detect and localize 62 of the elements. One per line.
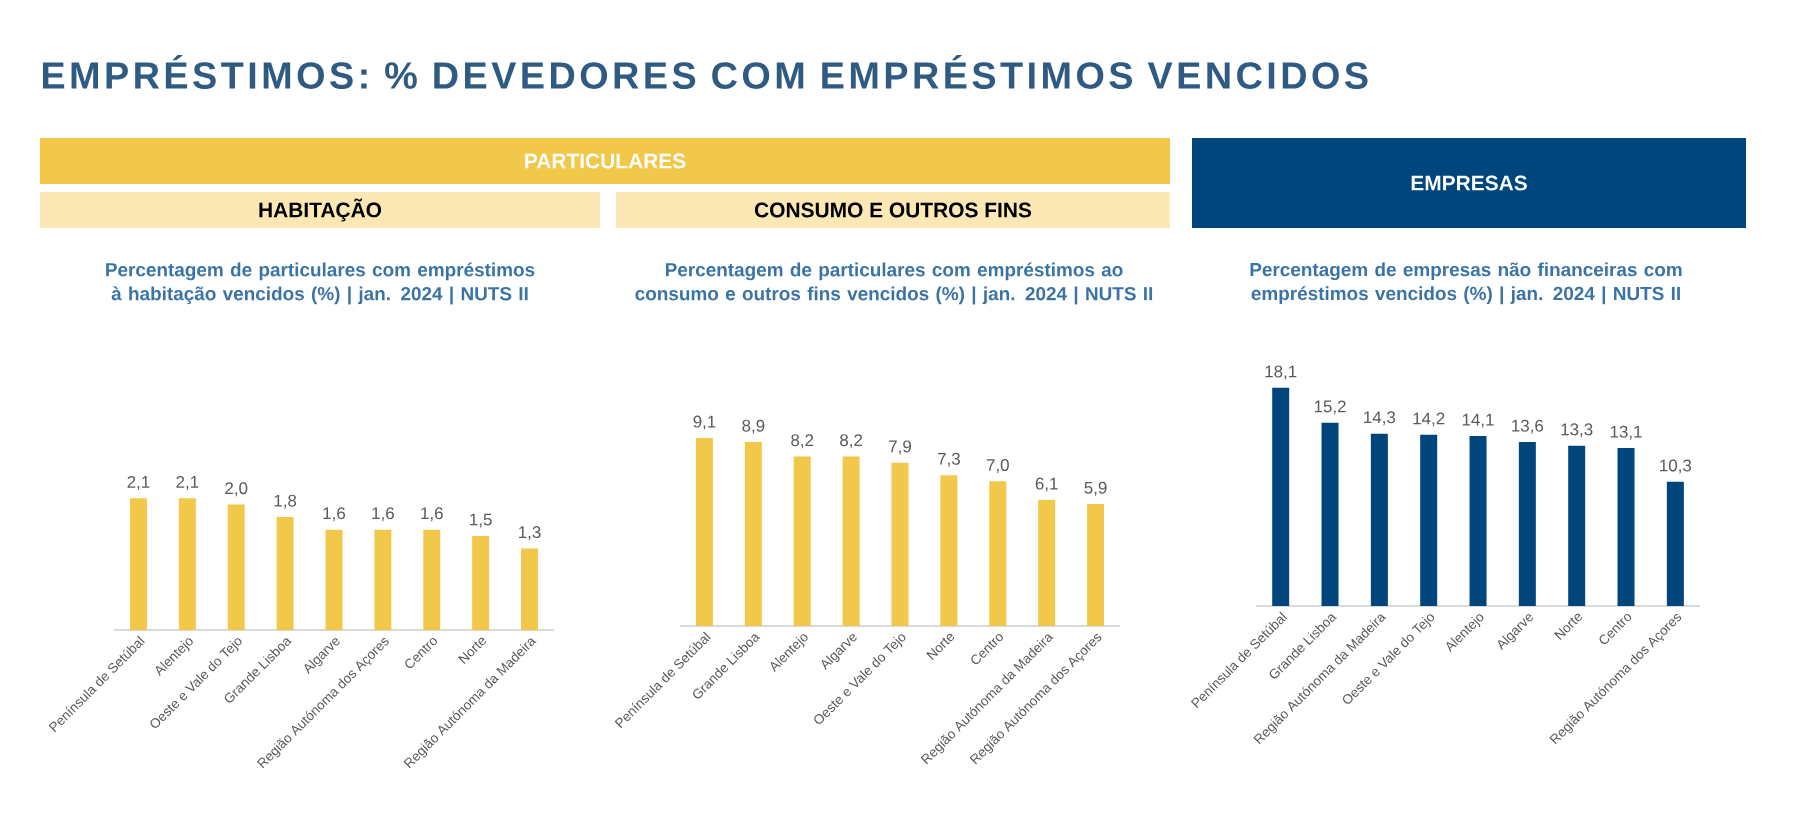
data-label: 14,3 — [1364, 411, 1396, 426]
bar — [1272, 387, 1290, 606]
data-label: 7,3 — [937, 452, 960, 467]
bar — [793, 456, 811, 626]
bar — [521, 548, 539, 630]
bar — [1568, 445, 1586, 606]
data-label: 13,1 — [1610, 425, 1642, 440]
bar — [891, 462, 909, 626]
bar — [374, 529, 392, 630]
data-label: 14,2 — [1413, 412, 1445, 427]
bar — [423, 529, 441, 630]
chart-title: Percentagem de particulares com empréstimos ao consumo e outros fins vencidos (%) | jan. 2024 | NUTS II — [635, 262, 1153, 305]
data-label: 18,1 — [1265, 365, 1297, 380]
data-label: 10,3 — [1660, 459, 1692, 474]
data-label: 1,5 — [470, 513, 492, 528]
bar — [842, 456, 860, 626]
bar — [1666, 481, 1684, 606]
bar — [178, 498, 196, 630]
chart-title: Percentagem de particulares com empréstimos à habitação vencidos (%) | jan. 2024 | NUTS II — [106, 262, 535, 305]
data-label: 13,3 — [1561, 423, 1593, 438]
bar — [1518, 442, 1536, 606]
data-label: 9,1 — [693, 415, 716, 430]
data-label: 2,1 — [127, 475, 150, 490]
bar — [129, 498, 147, 630]
bar — [1087, 504, 1105, 626]
chart-subtitle: CONSUMO E OUTROS FINS — [754, 202, 1032, 218]
data-label: 1,8 — [274, 494, 297, 509]
data-label: 1,6 — [372, 507, 394, 522]
bar — [940, 475, 958, 626]
bar — [744, 442, 762, 626]
bar — [1370, 433, 1388, 606]
bar — [276, 517, 294, 630]
bar — [1617, 448, 1635, 606]
data-label: 13,6 — [1512, 419, 1544, 434]
bar — [695, 437, 713, 626]
data-label: 2,1 — [176, 475, 199, 490]
data-label: 7,9 — [889, 440, 911, 455]
data-label: 8,9 — [742, 419, 765, 434]
chart-subtitle: EMPRESAS — [1411, 175, 1527, 191]
data-label: 8,2 — [791, 434, 814, 449]
bar — [1321, 422, 1339, 606]
bar — [325, 529, 343, 630]
bar — [989, 481, 1007, 626]
data-label: 7,0 — [986, 459, 1009, 473]
data-label: 14,1 — [1462, 413, 1494, 428]
text: EMPRÉSTIMOS: % DEVEDORES COM EMPRÉSTIMOS VENCIDOS — [42, 55, 1368, 89]
text: PARTICULARES — [525, 153, 686, 169]
data-label: 8,2 — [840, 434, 863, 449]
bar — [1469, 436, 1487, 606]
data-label: 15,2 — [1314, 400, 1346, 415]
data-label: 1,6 — [421, 507, 443, 522]
data-label: 1,3 — [519, 526, 541, 541]
data-label: 2,0 — [225, 482, 248, 497]
chart-title: Percentagem de empresas não financeiras com empréstimos vencidos (%) | jan. 2024 | NUTS II — [1250, 262, 1682, 305]
data-label: 5,9 — [1084, 481, 1107, 496]
data-label: 1,6 — [323, 507, 346, 522]
chart-subtitle: HABITAÇÃO — [259, 198, 382, 222]
bar — [227, 504, 245, 630]
bar — [1420, 434, 1438, 606]
bar — [472, 535, 490, 630]
data-label: 6,1 — [1035, 477, 1058, 492]
bar — [1038, 499, 1056, 626]
